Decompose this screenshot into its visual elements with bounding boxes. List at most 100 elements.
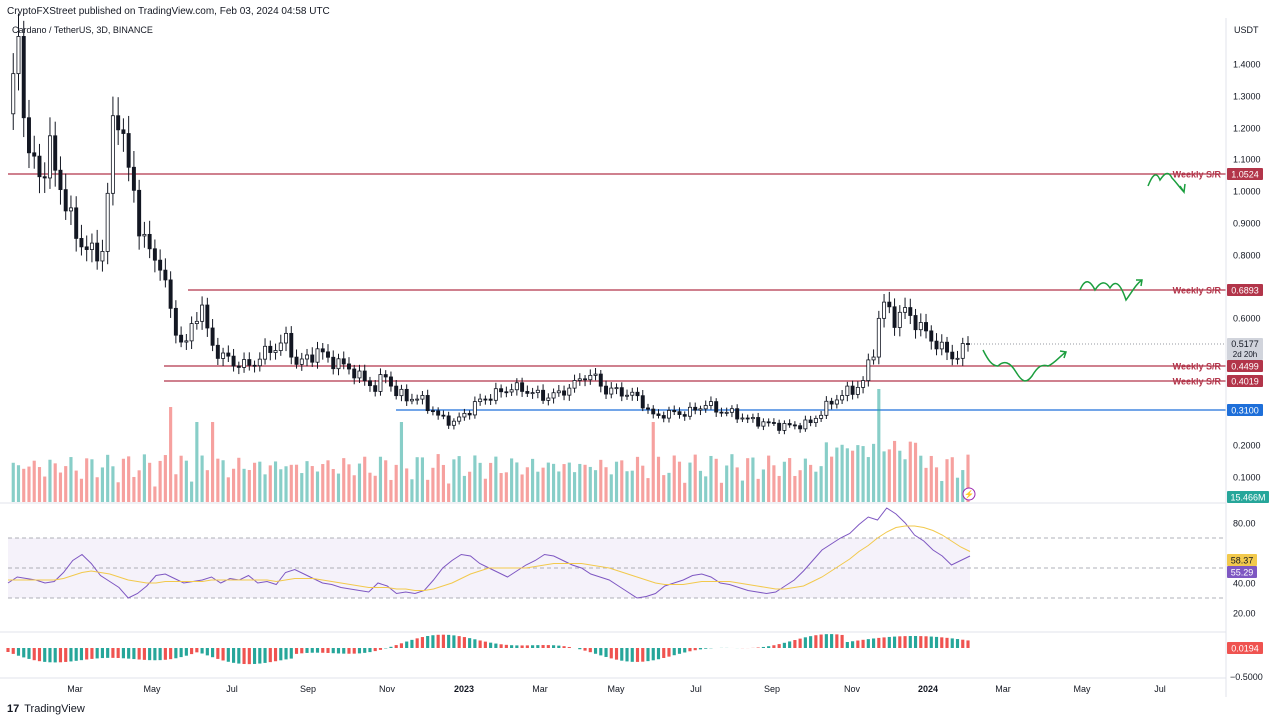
macd-bar: [761, 646, 765, 648]
volume-bar: [32, 460, 36, 502]
macd-bar: [851, 641, 855, 648]
candle-body: [577, 378, 582, 381]
volume-bar: [552, 463, 556, 502]
candle-body: [310, 354, 315, 363]
macd-bar: [599, 648, 603, 656]
candle-body: [787, 423, 792, 426]
volume-bar: [342, 458, 346, 502]
volume-bar: [384, 460, 388, 502]
macd-bar: [819, 634, 823, 648]
volume-bar: [840, 444, 844, 502]
candle-body: [126, 133, 131, 168]
macd-bar: [950, 638, 954, 648]
candle-body: [184, 340, 189, 343]
volume-bar: [866, 457, 870, 502]
macd-bar: [887, 636, 891, 648]
candle-body: [583, 378, 588, 381]
macd-bar: [793, 640, 797, 648]
volume-bar: [226, 477, 230, 502]
rsi-tag-value: 55.29: [1231, 568, 1254, 578]
macd-bar: [667, 648, 671, 657]
macd-bar: [877, 637, 881, 648]
candle-body: [236, 365, 241, 368]
candle-body: [756, 417, 761, 427]
candle-body: [635, 391, 640, 397]
volume-bar: [48, 459, 52, 502]
price-tick: 1.2000: [1233, 124, 1261, 134]
volume-bar: [656, 456, 661, 502]
volume-bar: [572, 472, 577, 502]
candle-body: [399, 388, 404, 397]
volume-bar: [179, 455, 183, 502]
candle-body: [777, 422, 782, 431]
macd-bar: [69, 648, 73, 662]
macd-bar: [604, 648, 608, 657]
volume-bar: [961, 470, 965, 502]
candle-body: [672, 410, 677, 413]
price-tag-value: 0.5177: [1231, 339, 1259, 349]
candle-body: [158, 259, 163, 271]
price-tick: 1.4000: [1233, 60, 1261, 70]
candle-body: [546, 397, 551, 401]
volume-bar: [688, 462, 692, 502]
candle-body: [693, 406, 698, 411]
volume-bar: [730, 454, 734, 502]
volume-bar: [111, 466, 115, 502]
candle-body: [47, 135, 52, 179]
volume-bar: [641, 465, 645, 502]
candle-body: [305, 354, 309, 360]
macd-bar: [835, 634, 839, 648]
macd-bar: [315, 648, 320, 653]
volume-bar: [153, 486, 157, 502]
macd-bar: [22, 648, 26, 658]
macd-bar: [546, 645, 550, 648]
macd-bar: [861, 639, 865, 648]
candle-body: [535, 389, 540, 394]
volume-bar: [305, 461, 309, 502]
candle-body: [263, 345, 268, 360]
macd-bar: [431, 635, 435, 648]
volume-bar: [405, 468, 409, 502]
volume-bar: [447, 483, 451, 502]
candle-body: [242, 359, 247, 368]
candle-body: [357, 370, 362, 379]
candle-body: [735, 408, 740, 420]
macd-bar: [552, 645, 556, 648]
macd-bar: [363, 648, 367, 653]
macd-bar: [672, 648, 676, 656]
volume-bar: [609, 474, 613, 502]
level-value: 0.6893: [1231, 286, 1259, 296]
candle-body: [866, 359, 871, 382]
macd-bar: [121, 648, 125, 659]
volume-bar: [672, 455, 676, 502]
candle-body: [231, 355, 236, 367]
macd-bar: [767, 646, 771, 648]
candle-body: [257, 358, 262, 367]
macd-bar: [651, 648, 655, 661]
volume-bar: [211, 422, 215, 502]
volume-bar: [588, 466, 592, 502]
volume-bar: [300, 473, 304, 502]
macd-bar: [357, 648, 362, 654]
candle-body: [273, 350, 278, 353]
volume-bar: [793, 475, 797, 502]
volume-bar: [814, 471, 818, 502]
macd-bar: [100, 648, 104, 659]
candle-body: [887, 301, 892, 308]
volume-bar: [504, 472, 508, 502]
volume-bar: [861, 446, 865, 502]
candle-body: [614, 387, 619, 390]
macd-bar: [903, 636, 907, 648]
macd-bar: [955, 639, 960, 648]
time-tick: Sep: [764, 684, 780, 694]
macd-bar: [892, 636, 897, 648]
volume-bar: [756, 478, 760, 502]
time-tick: Mar: [67, 684, 83, 694]
projection-arrow: [982, 349, 1067, 382]
macd-bar: [268, 648, 272, 663]
macd-bar: [184, 648, 188, 656]
candle-body: [766, 421, 771, 424]
volume-bar: [845, 448, 849, 502]
candle-body: [252, 364, 257, 367]
